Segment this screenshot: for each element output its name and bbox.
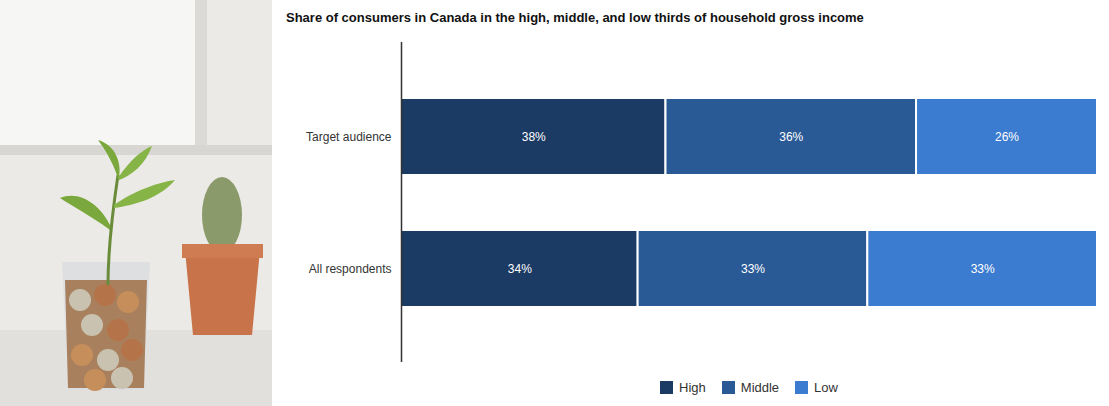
svg-text:All respondents: All respondents: [309, 262, 392, 276]
svg-text:36%: 36%: [779, 130, 803, 144]
svg-text:33%: 33%: [971, 262, 995, 276]
html-text:Middle: Middle: [740, 380, 780, 395]
svg-text:Target audience: Target audience: [306, 130, 392, 144]
html-text:Low: Low: [814, 380, 838, 395]
html-text:High: High: [679, 380, 706, 395]
html-text:Share of consumers in Canada i: Share of consumers in Canada in the high…: [286, 10, 864, 25]
svg-text:26%: 26%: [995, 130, 1019, 144]
svg-text:34%: 34%: [508, 262, 532, 276]
svg-text:33%: 33%: [741, 262, 765, 276]
svg-text:38%: 38%: [522, 130, 546, 144]
